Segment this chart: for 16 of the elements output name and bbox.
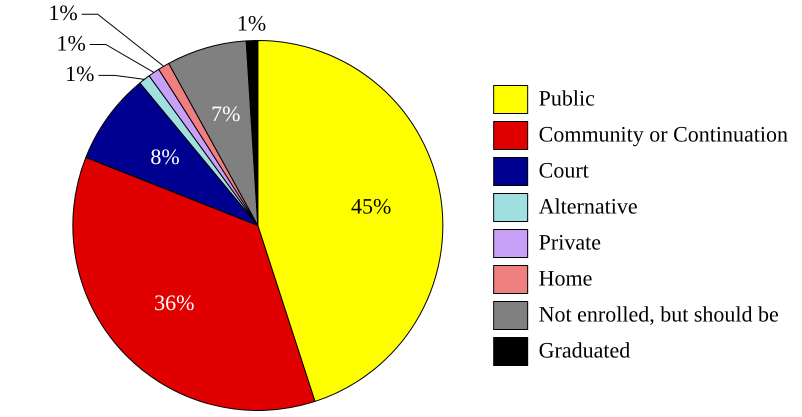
data-label: 7% [211, 101, 240, 126]
data-label: 36% [154, 290, 194, 315]
legend-label: Private [538, 229, 601, 254]
legend-label: Court [538, 157, 589, 182]
legend-label: Public [538, 85, 596, 110]
legend-label: Not enrolled, but should be [538, 301, 779, 326]
legend-label: Home [538, 265, 592, 290]
data-label: 1% [56, 30, 86, 56]
data-label: 1% [65, 61, 94, 86]
data-label: 8% [150, 144, 180, 169]
data-label: 1% [48, 0, 78, 26]
data-label: 45% [350, 193, 392, 218]
legend-label: Alternative [538, 193, 638, 218]
legend-label: Graduated [538, 337, 630, 362]
legend-label: Community or Continuation [538, 121, 788, 146]
data-label: 1% [236, 10, 266, 36]
